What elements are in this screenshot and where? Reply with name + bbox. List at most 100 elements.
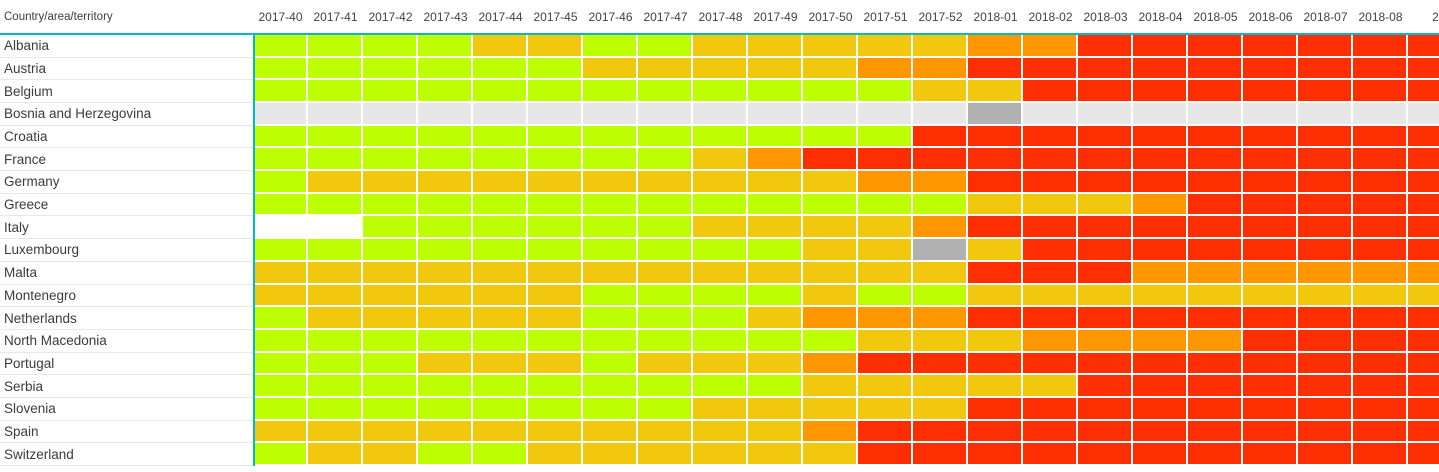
heatmap-cell[interactable] [803, 397, 858, 421]
heatmap-cell[interactable] [1023, 35, 1078, 58]
heatmap-cell[interactable] [1408, 35, 1439, 58]
heatmap-cell[interactable] [1078, 193, 1133, 217]
heatmap-cell[interactable] [528, 261, 583, 285]
heatmap-cell[interactable] [1353, 103, 1408, 126]
heatmap-cell[interactable] [528, 239, 583, 262]
heatmap-cell[interactable] [1408, 239, 1439, 262]
heatmap-cell[interactable] [1188, 397, 1243, 421]
heatmap-cell[interactable] [803, 352, 858, 376]
heatmap-cell[interactable] [1023, 352, 1078, 376]
heatmap-cell[interactable] [858, 375, 913, 398]
heatmap-cell[interactable] [1243, 103, 1298, 126]
heatmap-cell[interactable] [858, 261, 913, 285]
heatmap-cell[interactable] [363, 284, 418, 308]
heatmap-cell[interactable] [528, 193, 583, 217]
country-label[interactable]: Slovenia [0, 397, 253, 421]
heatmap-cell[interactable] [968, 80, 1023, 104]
heatmap-cell[interactable] [1133, 397, 1188, 421]
heatmap-cell[interactable] [1353, 420, 1408, 444]
heatmap-cell[interactable] [968, 103, 1023, 126]
heatmap-cell[interactable] [913, 261, 968, 285]
heatmap-cell[interactable] [363, 307, 418, 330]
heatmap-cell[interactable] [968, 193, 1023, 217]
heatmap-cell[interactable] [858, 148, 913, 172]
heatmap-cell[interactable] [1298, 307, 1353, 330]
heatmap-cell[interactable] [583, 284, 638, 308]
heatmap-cell[interactable] [528, 375, 583, 398]
heatmap-cell[interactable] [418, 148, 473, 172]
heatmap-cell[interactable] [528, 443, 583, 466]
heatmap-cell[interactable] [1133, 284, 1188, 308]
heatmap-cell[interactable] [583, 420, 638, 444]
heatmap-cell[interactable] [583, 307, 638, 330]
heatmap-cell[interactable] [968, 125, 1023, 149]
heatmap-cell[interactable] [308, 239, 363, 262]
heatmap-cell[interactable] [638, 57, 693, 81]
heatmap-cell[interactable] [418, 103, 473, 126]
heatmap-cell[interactable] [693, 284, 748, 308]
heatmap-cell[interactable] [363, 125, 418, 149]
heatmap-cell[interactable] [1078, 352, 1133, 376]
heatmap-cell[interactable] [968, 420, 1023, 444]
heatmap-cell[interactable] [363, 239, 418, 262]
country-label[interactable]: Albania [0, 35, 253, 58]
heatmap-cell[interactable] [473, 239, 528, 262]
heatmap-cell[interactable] [1188, 239, 1243, 262]
heatmap-cell[interactable] [1353, 193, 1408, 217]
heatmap-cell[interactable] [693, 103, 748, 126]
heatmap-cell[interactable] [638, 239, 693, 262]
column-header[interactable]: 2017-42 [368, 9, 413, 24]
heatmap-cell[interactable] [1408, 443, 1439, 466]
heatmap-cell[interactable] [308, 420, 363, 444]
heatmap-cell[interactable] [1078, 148, 1133, 172]
heatmap-cell[interactable] [418, 216, 473, 240]
heatmap-cell[interactable] [473, 397, 528, 421]
heatmap-cell[interactable] [528, 307, 583, 330]
heatmap-cell[interactable] [638, 103, 693, 126]
heatmap-cell[interactable] [748, 397, 803, 421]
heatmap-cell[interactable] [638, 329, 693, 353]
heatmap-cell[interactable] [858, 57, 913, 81]
heatmap-cell[interactable] [1408, 352, 1439, 376]
heatmap-cell[interactable] [638, 307, 693, 330]
heatmap-cell[interactable] [858, 329, 913, 353]
heatmap-cell[interactable] [583, 443, 638, 466]
heatmap-cell[interactable] [913, 420, 968, 444]
heatmap-cell[interactable] [1353, 397, 1408, 421]
heatmap-cell[interactable] [253, 216, 308, 240]
heatmap-cell[interactable] [418, 443, 473, 466]
heatmap-cell[interactable] [1133, 80, 1188, 104]
heatmap-cell[interactable] [1408, 57, 1439, 81]
heatmap-cell[interactable] [253, 103, 308, 126]
heatmap-cell[interactable] [1408, 284, 1439, 308]
heatmap-cell[interactable] [1298, 284, 1353, 308]
country-label[interactable]: Netherlands [0, 307, 253, 330]
heatmap-cell[interactable] [1353, 35, 1408, 58]
heatmap-cell[interactable] [308, 261, 363, 285]
heatmap-cell[interactable] [1408, 216, 1439, 240]
heatmap-cell[interactable] [638, 125, 693, 149]
heatmap-cell[interactable] [1298, 375, 1353, 398]
country-label[interactable]: Italy [0, 216, 253, 240]
heatmap-cell[interactable] [308, 148, 363, 172]
heatmap-cell[interactable] [1023, 80, 1078, 104]
heatmap-cell[interactable] [418, 125, 473, 149]
heatmap-cell[interactable] [913, 103, 968, 126]
heatmap-cell[interactable] [418, 193, 473, 217]
heatmap-cell[interactable] [693, 148, 748, 172]
heatmap-cell[interactable] [473, 125, 528, 149]
heatmap-cell[interactable] [473, 35, 528, 58]
heatmap-cell[interactable] [913, 57, 968, 81]
country-label[interactable]: Belgium [0, 80, 253, 104]
heatmap-cell[interactable] [913, 125, 968, 149]
heatmap-cell[interactable] [913, 375, 968, 398]
heatmap-cell[interactable] [803, 125, 858, 149]
heatmap-cell[interactable] [1023, 103, 1078, 126]
heatmap-cell[interactable] [638, 193, 693, 217]
heatmap-cell[interactable] [638, 171, 693, 194]
heatmap-cell[interactable] [1023, 307, 1078, 330]
heatmap-cell[interactable] [1133, 193, 1188, 217]
heatmap-cell[interactable] [583, 329, 638, 353]
heatmap-cell[interactable] [748, 261, 803, 285]
row-dimension-header[interactable]: Country/area/territory [4, 10, 113, 23]
